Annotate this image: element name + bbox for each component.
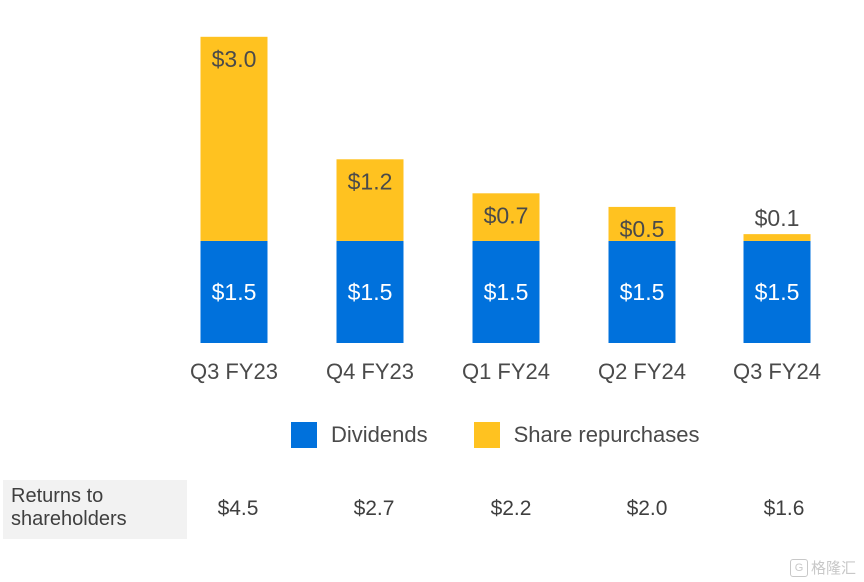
x-tick-label: Q3 FY23	[190, 359, 278, 384]
total-value: $2.0	[626, 497, 668, 520]
x-axis-ticks: Q3 FY23 Q4 FY23 Q1 FY24 Q2 FY24 Q3 FY24	[190, 359, 821, 384]
data-label-share-repurchases: $0.7	[484, 202, 529, 228]
data-label-share-repurchases: $0.1	[755, 205, 800, 231]
data-label-dividends: $1.5	[212, 279, 257, 305]
legend-swatch-dividends	[291, 422, 317, 448]
watermark: G 格隆汇	[789, 557, 856, 578]
legend-item-share-repurchases: Share repurchases	[473, 422, 700, 448]
bar-share-repurchases	[743, 234, 811, 241]
totals-row-label: Returns to shareholders	[3, 480, 187, 539]
data-label-share-repurchases: $0.5	[620, 216, 665, 242]
bars-group: $1.5 $3.0 $1.5 $1.2 $1.5 $0.7 $1.5 $0.5 $1.5 $0.1	[200, 36, 811, 343]
x-tick-label: Q4 FY23	[326, 359, 414, 384]
bar-dividends	[472, 240, 540, 343]
legend: Dividends Share repurchases	[291, 422, 746, 448]
stacked-bar-chart: $1.5 $3.0 $1.5 $1.2 $1.5 $0.7 $1.5 $0.5 $1.5 $0.1…	[190, 36, 821, 384]
legend-item-dividends: Dividends	[291, 422, 428, 448]
watermark-text: 格隆汇	[810, 560, 856, 577]
watermark-logo-icon: G	[789, 558, 808, 577]
x-tick-label: Q2 FY24	[598, 359, 686, 384]
bar-dividends	[200, 240, 268, 343]
total-value: $1.6	[763, 497, 805, 520]
total-value: $4.5	[217, 497, 259, 520]
legend-label-dividends: Dividends	[331, 422, 428, 447]
legend-label-share-repurchases: Share repurchases	[513, 422, 700, 447]
data-label-dividends: $1.5	[484, 279, 529, 305]
x-tick-label: Q1 FY24	[462, 359, 550, 384]
bar-share-repurchases	[200, 36, 268, 241]
data-label-dividends: $1.5	[348, 279, 393, 305]
total-value: $2.7	[353, 497, 395, 520]
total-value: $2.2	[490, 497, 532, 520]
bar-dividends	[743, 240, 811, 343]
bar-share-repurchases	[608, 206, 676, 241]
data-label-share-repurchases: $3.0	[212, 46, 257, 72]
x-tick-label: Q3 FY24	[733, 359, 821, 384]
data-label-dividends: $1.5	[755, 279, 800, 305]
bar-share-repurchases	[336, 159, 404, 241]
bar-dividends	[608, 240, 676, 343]
legend-swatch-share-repurchases	[473, 422, 500, 448]
data-label-share-repurchases: $1.2	[348, 168, 393, 194]
bar-dividends	[336, 240, 404, 343]
bar-share-repurchases	[472, 193, 540, 241]
data-label-dividends: $1.5	[620, 279, 665, 305]
